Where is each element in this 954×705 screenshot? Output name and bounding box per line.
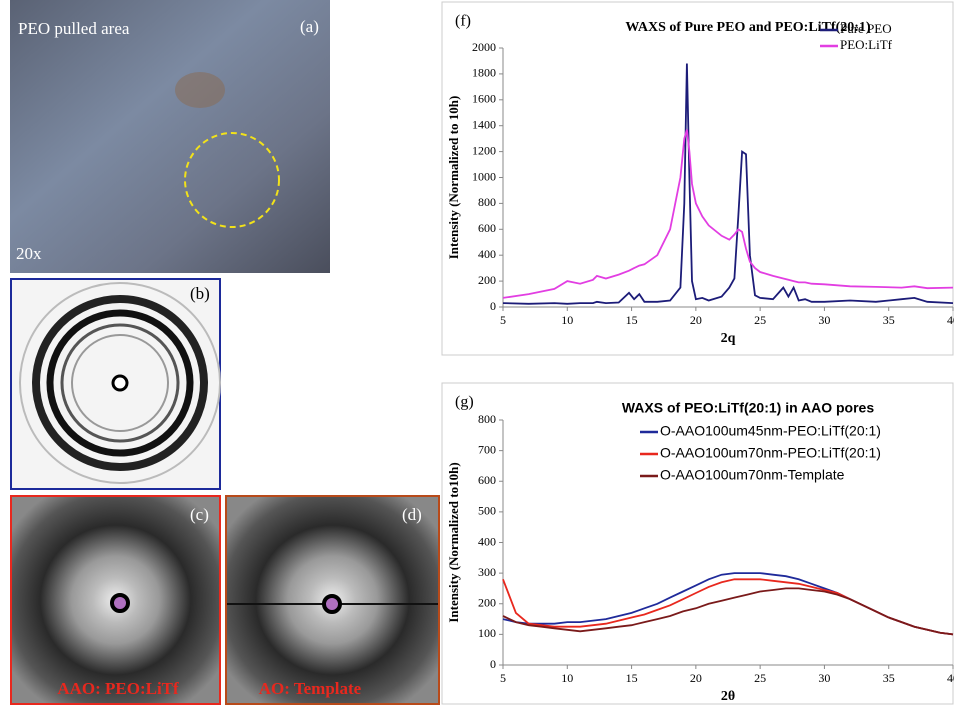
y-tick-label: 0 [490,657,496,671]
legend-label: PEO:LiTf [840,37,893,52]
y-tick-label: 800 [478,412,496,426]
ring [32,295,208,471]
ring [60,323,180,443]
x-tick-label: 15 [626,671,638,685]
y-axis-label: Intensity (Normalized to10h) [446,462,461,622]
x-tick-label: 15 [626,313,638,327]
x-axis-label: 2q [721,331,736,346]
beamstop [110,593,130,613]
y-tick-label: 200 [478,273,496,287]
x-tick-label: 25 [754,671,766,685]
y-tick-label: 0 [490,299,496,313]
legend-label: O-AAO100um45nm-PEO:LiTf(20:1) [660,423,881,439]
x-tick-label: 10 [561,313,573,327]
chart-title: WAXS of PEO:LiTf(20:1) in AAO pores [622,400,874,416]
y-tick-label: 800 [478,195,496,209]
x-tick-label: 20 [690,671,702,685]
panel-a: PEO pulled area (a) 20x [10,0,330,273]
series-line [502,578,954,636]
x-tick-label: 30 [818,671,830,685]
panel-label: (b) [190,284,210,303]
legend-label: O-AAO100um70nm-PEO:LiTf(20:1) [660,445,881,461]
y-tick-label: 1600 [472,92,496,106]
x-tick-label: 35 [883,671,895,685]
beamstop [111,374,129,392]
ring [71,334,169,432]
panel-c: (c) AAO: PEO:LiTf [10,495,221,705]
caption: AO: Template [259,679,362,698]
micrograph [10,0,330,273]
x-tick-label: 10 [561,671,573,685]
panel-title: PEO pulled area [18,19,130,38]
magnification: 20x [16,244,42,263]
chart-frame [441,1,954,356]
highlight-circle [184,132,280,228]
x-tick-label: 20 [690,313,702,327]
x-tick-label: 25 [754,313,766,327]
beamstop [322,594,342,614]
panel-label: (g) [455,394,474,411]
panel-label: (a) [300,17,319,36]
series-line [502,587,954,636]
y-tick-label: 700 [478,442,496,456]
y-tick-label: 100 [478,626,496,640]
ring [19,282,221,484]
chart-frame [441,382,954,705]
x-tick-label: 40 [947,671,954,685]
feature [175,72,225,108]
series-line [502,63,954,305]
y-tick-label: 1000 [472,169,496,183]
y-tick-label: 200 [478,596,496,610]
y-tick-label: 1800 [472,66,496,80]
panel-label: (d) [402,505,422,524]
y-tick-label: 400 [478,534,496,548]
y-tick-label: 1200 [472,143,496,157]
x-tick-label: 5 [500,313,506,327]
panel-label: (f) [455,13,471,30]
y-axis-label: Intensity (Normalized to 10h) [446,96,461,260]
y-tick-label: 300 [478,565,496,579]
y-tick-label: 400 [478,247,496,261]
y-tick-label: 2000 [472,40,496,54]
panel-label: (c) [190,505,209,524]
y-tick-label: 600 [478,221,496,235]
x-tick-label: 40 [947,313,954,327]
x-tick-label: 5 [500,671,506,685]
caption: AAO: PEO:LiTf [57,679,179,698]
y-tick-label: 600 [478,473,496,487]
x-tick-label: 35 [883,313,895,327]
panel-b: (b) [10,278,221,490]
chart-title: WAXS of Pure PEO and PEO:LiTf(20:1) [625,20,870,35]
legend-label: O-AAO100um70nm-Template [660,467,845,483]
series-line [502,129,954,299]
legend-label: Pure PEO [840,21,892,36]
series-line [502,572,954,636]
x-tick-label: 30 [818,313,830,327]
y-tick-label: 1400 [472,117,496,131]
x-axis-label: 2θ [721,689,735,704]
y-tick-label: 500 [478,504,496,518]
ring [46,309,194,457]
panel-d: (d) AO: Template [225,495,440,705]
